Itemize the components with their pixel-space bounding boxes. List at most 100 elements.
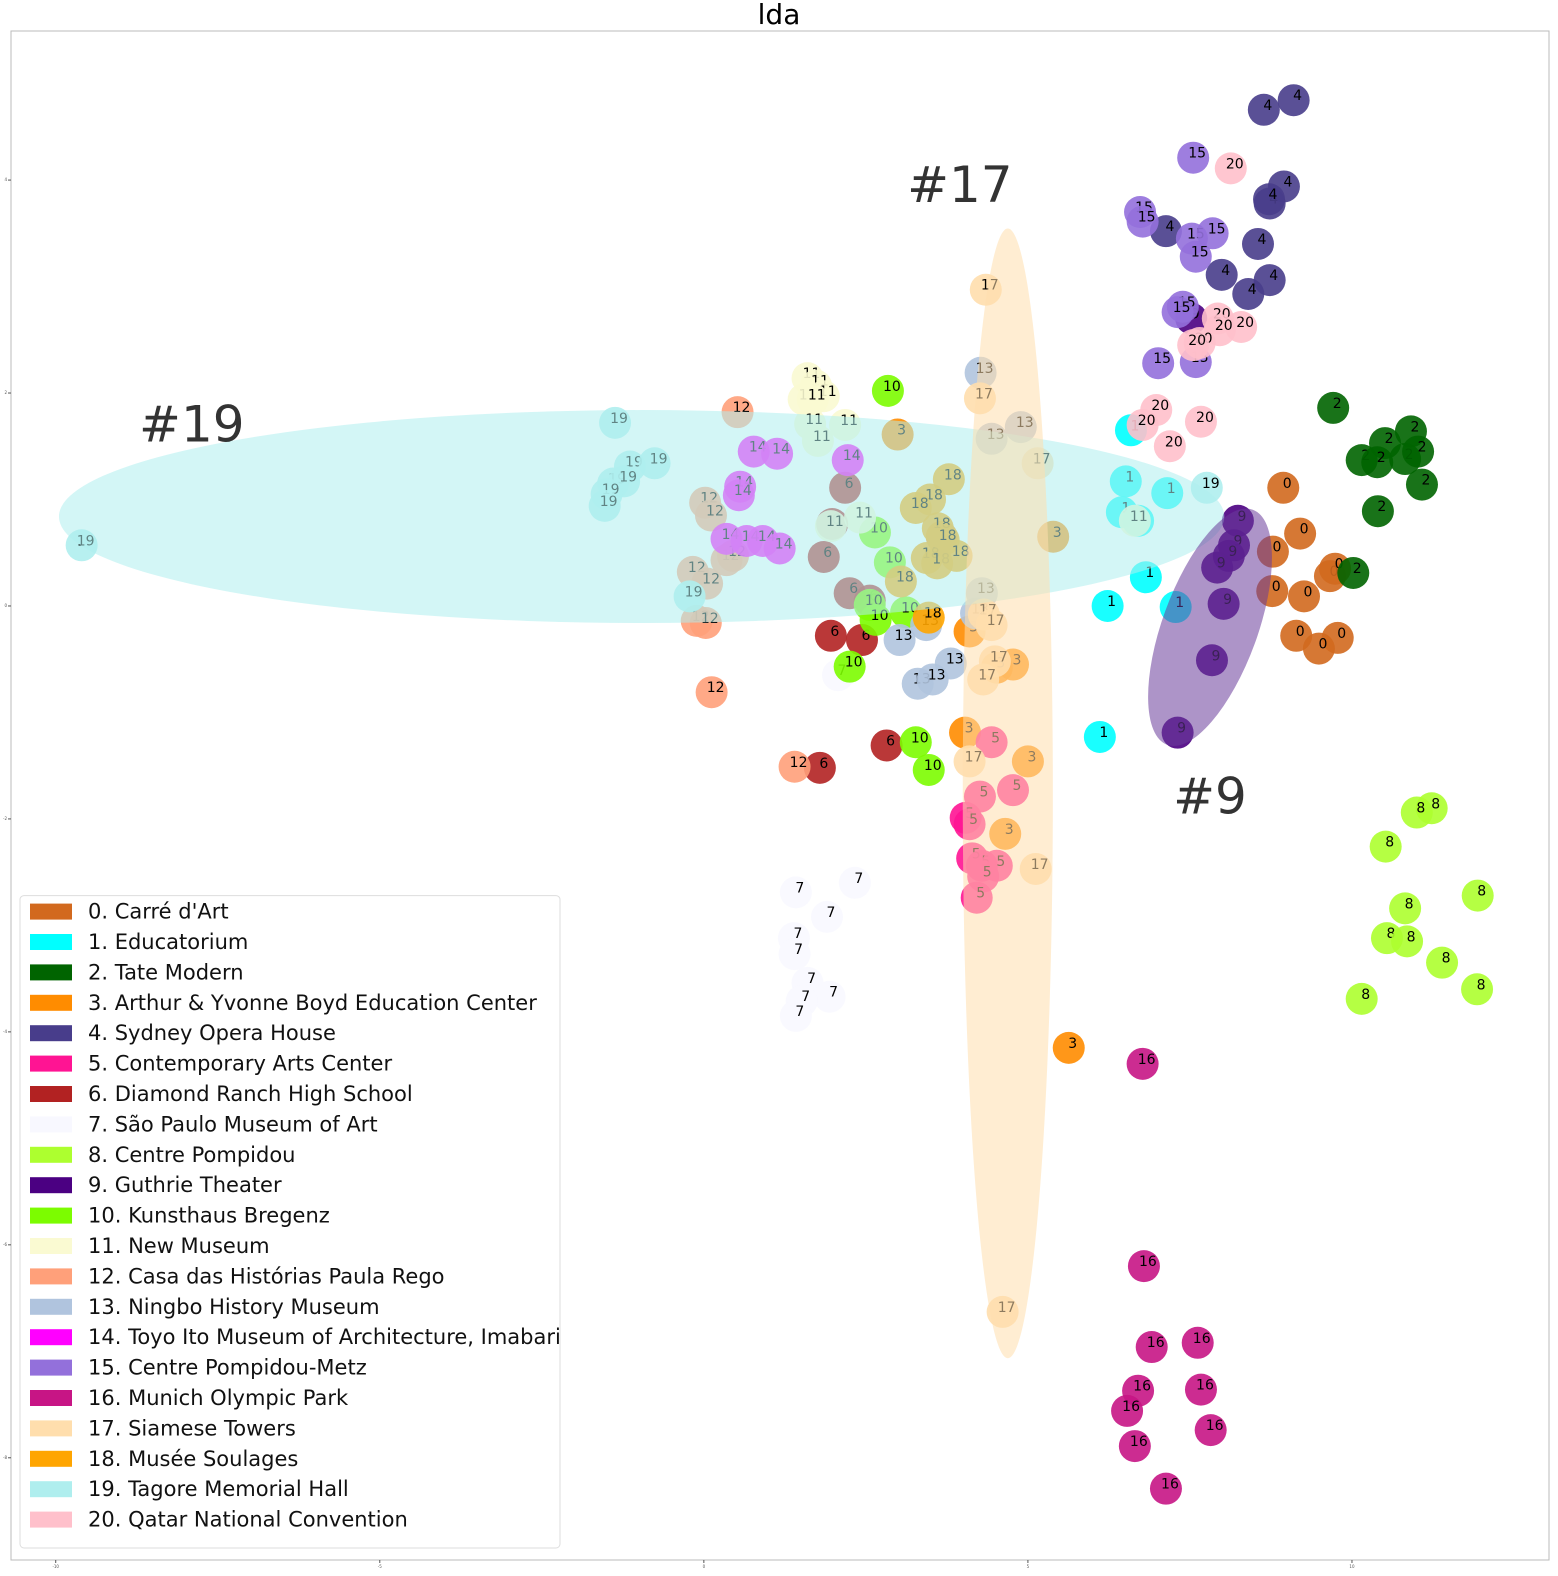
point-label: 7: [801, 989, 810, 1005]
point-label: 7: [829, 985, 838, 1001]
point: [779, 876, 812, 909]
point: [1126, 1047, 1159, 1080]
point-label: 7: [854, 871, 863, 887]
point-label: 15: [1188, 146, 1206, 162]
point: [1135, 1331, 1168, 1364]
point: [1400, 796, 1433, 829]
point: [1253, 183, 1286, 216]
point: [796, 383, 829, 416]
cluster-ellipse: [962, 228, 1053, 1359]
point-label: 15: [1208, 221, 1226, 237]
legend-label: 18. Musée Soulages: [88, 1447, 298, 1471]
point: [1302, 632, 1335, 665]
legend-label: 11. New Museum: [88, 1234, 270, 1258]
point-label: 19: [1202, 476, 1220, 492]
legend-swatch: [30, 1055, 72, 1072]
point-label: 20: [1188, 333, 1206, 349]
point-label: 2: [1353, 561, 1362, 577]
point-label: 4: [1269, 187, 1278, 203]
point-label: 3: [1068, 1036, 1077, 1052]
legend-swatch: [30, 1481, 72, 1498]
legend-label: 6. Diamond Ranch High School: [88, 1082, 413, 1106]
point: [1184, 1373, 1217, 1406]
point-label: 6: [862, 628, 871, 644]
point-label: 13: [946, 651, 964, 667]
point-label: 20: [1215, 318, 1233, 334]
cluster-ellipse: [58, 410, 1225, 624]
y-tick-label: -2: [3, 816, 7, 821]
legend-label: 20. Qatar National Convention: [88, 1508, 408, 1532]
point-label: 16: [1139, 1254, 1157, 1270]
point: [1153, 430, 1186, 463]
legend-box: [19, 895, 561, 1549]
point-label: 2: [1333, 396, 1342, 412]
point: [1241, 227, 1274, 260]
point-label: 15: [1153, 351, 1171, 367]
point-label: 16: [1130, 1434, 1148, 1450]
point-label: 8: [1477, 977, 1486, 993]
point-label: 8: [1387, 926, 1396, 942]
point: [1118, 1430, 1151, 1463]
point: [1345, 982, 1378, 1015]
legend-swatch: [30, 1420, 72, 1437]
point-label: 20: [1138, 413, 1156, 429]
point-label: 13: [895, 628, 913, 644]
point: [1267, 471, 1300, 504]
point-label: 10: [911, 730, 929, 746]
point: [1337, 556, 1370, 589]
point-label: 0: [1335, 557, 1344, 573]
point-label: 8: [1477, 884, 1486, 900]
legend-label: 12. Casa das Histórias Paula Rego: [88, 1264, 445, 1288]
point-label: 4: [1269, 268, 1278, 284]
point-label: 7: [794, 942, 803, 958]
point-label: 2: [1385, 431, 1394, 447]
point: [1405, 468, 1438, 501]
point: [1127, 1250, 1160, 1283]
legend-label: 19. Tagore Memorial Hall: [88, 1477, 349, 1501]
point-label: 0: [1304, 584, 1313, 600]
legend-label: 8. Centre Pompidou: [88, 1143, 295, 1167]
point-label: 2: [1422, 473, 1431, 489]
point: [883, 624, 916, 657]
point: [1091, 589, 1124, 622]
point: [1126, 205, 1159, 238]
point-label: 15: [1138, 210, 1156, 226]
point-label: 0: [1283, 476, 1292, 492]
point-label: 20: [1236, 315, 1254, 331]
point: [778, 750, 811, 783]
cluster-label: #9: [1173, 767, 1247, 825]
point-label: 12: [790, 755, 808, 771]
point-label: 1: [1107, 594, 1116, 610]
point-label: 20: [1165, 434, 1183, 450]
point: [1288, 580, 1321, 613]
point: [1161, 296, 1194, 329]
legend-label: 1. Educatorium: [88, 930, 248, 954]
point-label: 7: [827, 905, 836, 921]
legend-label: 0. Carré d'Art: [88, 900, 229, 924]
point-label: 15: [1173, 300, 1191, 316]
point: [1277, 84, 1310, 117]
point-label: 8: [1405, 896, 1414, 912]
y-tick-label: -6: [3, 1242, 7, 1247]
point: [1402, 435, 1435, 468]
point-label: 16: [1138, 1052, 1156, 1068]
point-label: 4: [1283, 174, 1292, 190]
point: [810, 900, 843, 933]
point-label: 2: [1418, 440, 1427, 456]
legend-swatch: [30, 1207, 72, 1224]
x-tick-label: -10: [52, 1564, 59, 1569]
point: [1389, 892, 1422, 925]
legend-label: 9. Guthrie Theater: [88, 1173, 282, 1197]
point-label: 1: [1145, 565, 1154, 581]
point: [833, 650, 866, 683]
point: [695, 676, 728, 709]
point-label: 8: [1407, 929, 1416, 945]
point-label: 6: [819, 756, 828, 772]
x-tick-label: 0: [703, 1564, 706, 1569]
point-label: 18: [924, 606, 942, 622]
legend-swatch: [30, 1390, 72, 1406]
point: [1181, 1326, 1214, 1359]
point-label: 15: [1191, 245, 1209, 261]
legend-label: 13. Ningbo History Museum: [88, 1295, 380, 1319]
point: [838, 866, 871, 899]
